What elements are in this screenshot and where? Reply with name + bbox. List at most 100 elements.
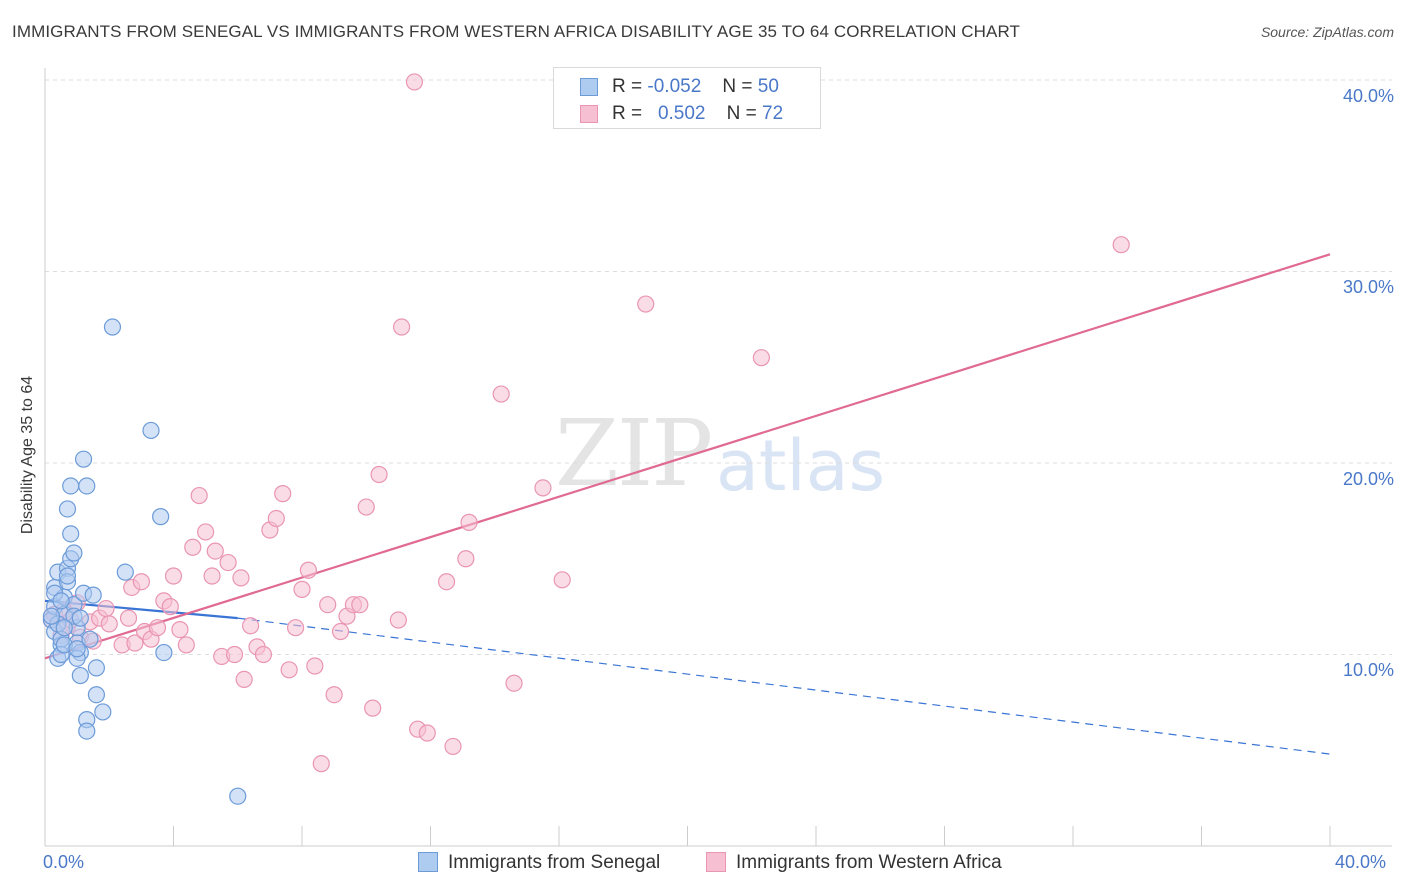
legend-n-value: 50 [757, 76, 779, 97]
western-africa-swatch [706, 852, 726, 872]
western-africa-point [319, 596, 337, 614]
senegal-point [68, 640, 86, 658]
legend-r-label: R = [612, 103, 643, 124]
western-africa-point [97, 599, 115, 618]
senegal-point [78, 722, 96, 740]
senegal-point [71, 666, 89, 685]
western-africa-point [161, 598, 179, 616]
western-africa-point [392, 318, 411, 336]
senegal-point [87, 659, 106, 677]
western-africa-point [306, 657, 324, 675]
senegal-point [142, 421, 160, 440]
western-africa-point [184, 538, 202, 556]
senegal-legend-label: Immigrants from Senegal [448, 852, 661, 873]
x-tick-label-max: 40.0% [1335, 852, 1387, 872]
senegal-point [62, 525, 80, 543]
senegal-point [52, 592, 70, 610]
senegal-point [71, 609, 89, 627]
correlation-legend: R = -0.052 N = 50 R = 0.502 N = 72 [553, 67, 821, 129]
western-africa-point [235, 670, 253, 688]
senegal-point [74, 450, 93, 468]
y-tick-label-40: 40.0% [1342, 86, 1394, 106]
western-africa-point [457, 550, 475, 568]
senegal-point [58, 500, 77, 518]
western-africa-point [286, 619, 305, 637]
western-africa-point [534, 479, 552, 497]
axes [44, 68, 1392, 847]
western-africa-point [553, 571, 571, 589]
legend-n-label: N = [722, 76, 753, 97]
senegal-point [103, 318, 122, 336]
western-africa-point [460, 513, 478, 531]
y-tick-label-10: 10.0% [1342, 660, 1394, 680]
western-africa-point [637, 295, 655, 313]
legend-row-western-africa: R = 0.502 N = 72 [554, 101, 820, 127]
western-africa-point [492, 385, 510, 403]
western-africa-trend-line [44, 253, 1331, 660]
bottom-legend-western-africa[interactable]: Immigrants from Western Africa [706, 852, 1002, 876]
western-africa-point [203, 567, 221, 585]
western-africa-point [351, 596, 369, 614]
chart-title: IMMIGRANTS FROM SENEGAL VS IMMIGRANTS FR… [12, 22, 1021, 41]
gridlines [45, 79, 1392, 655]
x-tick-label-min: 0.0% [43, 852, 85, 872]
western-africa-point [364, 699, 382, 717]
senegal-point [81, 630, 99, 648]
western-africa-point [225, 645, 244, 664]
western-africa-point [325, 686, 343, 704]
senegal-point [94, 703, 112, 721]
western-africa-point [254, 645, 273, 664]
data-points [42, 73, 1130, 805]
western-africa-point [242, 617, 260, 635]
western-africa-point [370, 465, 388, 484]
senegal-point [78, 477, 96, 495]
senegal-trend-extension [237, 617, 1331, 755]
western-africa-point [219, 553, 237, 572]
legend-swatch-pink [580, 105, 598, 123]
western-africa-point [312, 755, 330, 773]
legend-n-label: N = [726, 103, 757, 124]
western-africa-point [171, 621, 189, 639]
senegal-point [55, 619, 73, 637]
western-africa-point [437, 573, 456, 591]
senegal-point [152, 508, 170, 526]
legend-r-label: R = [612, 76, 643, 97]
western-africa-point [206, 542, 224, 560]
senegal-point [229, 787, 247, 805]
senegal-point [155, 643, 173, 662]
western-africa-point [331, 622, 350, 641]
western-africa-point [444, 737, 462, 756]
legend-r-value: 0.502 [657, 103, 706, 124]
western-africa-point [274, 485, 292, 503]
y-tick-label-20: 20.0% [1342, 469, 1394, 489]
western-africa-point [190, 486, 208, 505]
senegal-point [87, 686, 106, 704]
senegal-point [58, 567, 77, 585]
western-africa-point [357, 498, 375, 516]
legend-swatch-blue [580, 78, 598, 96]
western-africa-point [299, 561, 318, 579]
western-africa-legend-label: Immigrants from Western Africa [736, 852, 1002, 873]
western-africa-point [197, 523, 215, 541]
western-africa-point [148, 619, 167, 637]
senegal-swatch [418, 852, 438, 872]
y-axis-label: Disability Age 35 to 64 [19, 375, 36, 535]
legend-row-senegal: R = -0.052 N = 50 [554, 74, 820, 100]
bottom-legend-senegal[interactable]: Immigrants from Senegal [418, 852, 660, 876]
western-africa-point [119, 609, 138, 627]
western-africa-point [505, 674, 523, 692]
western-africa-point [405, 73, 424, 91]
western-africa-point [100, 615, 118, 633]
western-africa-point [293, 580, 311, 598]
western-africa-point [177, 636, 195, 654]
western-africa-point [1112, 236, 1130, 254]
legend-r-value: -0.052 [647, 76, 702, 97]
legend-n-value: 72 [762, 103, 784, 124]
senegal-point [84, 586, 102, 604]
western-africa-point [267, 509, 285, 528]
senegal-point [116, 563, 134, 581]
western-africa-point [389, 611, 407, 629]
y-tick-label-30: 30.0% [1342, 277, 1394, 297]
western-africa-point [280, 661, 298, 679]
